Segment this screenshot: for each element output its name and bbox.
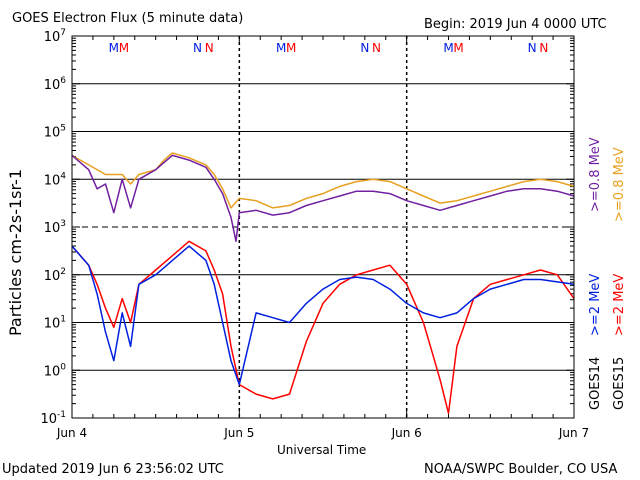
marker-label: N (372, 41, 381, 55)
y-tick-label: 101 (44, 315, 66, 332)
x-tick-label: Jun 5 (223, 426, 254, 440)
marker-label: N (528, 41, 537, 55)
marker-label: N (360, 41, 369, 55)
y-tick-label: 10-1 (40, 410, 66, 427)
begin-time: Begin: 2019 Jun 4 0000 UTC (424, 17, 607, 32)
y-tick-label: 100 (44, 362, 67, 379)
series-line-1 (71, 154, 575, 243)
x-tick-label: Jun 7 (558, 426, 589, 440)
y-tick-label: 107 (44, 28, 66, 45)
marker-label: M (286, 41, 296, 55)
marker-label: N (193, 41, 202, 55)
series-line-3 (71, 245, 575, 386)
marker-label: M (276, 41, 286, 55)
y-tick-label: 102 (44, 267, 66, 284)
marker-label: N (539, 41, 548, 55)
x-tick-label: Jun 4 (56, 426, 87, 440)
series-line-0 (71, 152, 575, 209)
x-tick-label: Jun 6 (391, 426, 422, 440)
y-tick-label: 104 (44, 171, 67, 188)
x-axis-title: Universal Time (277, 443, 367, 457)
y-tick-label: 106 (44, 76, 67, 93)
marker-label: M (443, 41, 453, 55)
updated-time: Updated 2019 Jun 6 23:56:02 UTC (2, 462, 224, 477)
marker-label: N (205, 41, 214, 55)
plot-frame (71, 35, 575, 419)
series-line-2 (71, 240, 575, 414)
y-tick-label: 103 (44, 219, 66, 236)
marker-label: M (119, 41, 129, 55)
credit: NOAA/SWPC Boulder, CO USA (424, 462, 618, 477)
y-tick-label: 105 (44, 124, 66, 141)
chart-title: GOES Electron Flux (5 minute data) (12, 11, 244, 26)
marker-label: M (109, 41, 119, 55)
marker-label: M (453, 41, 463, 55)
